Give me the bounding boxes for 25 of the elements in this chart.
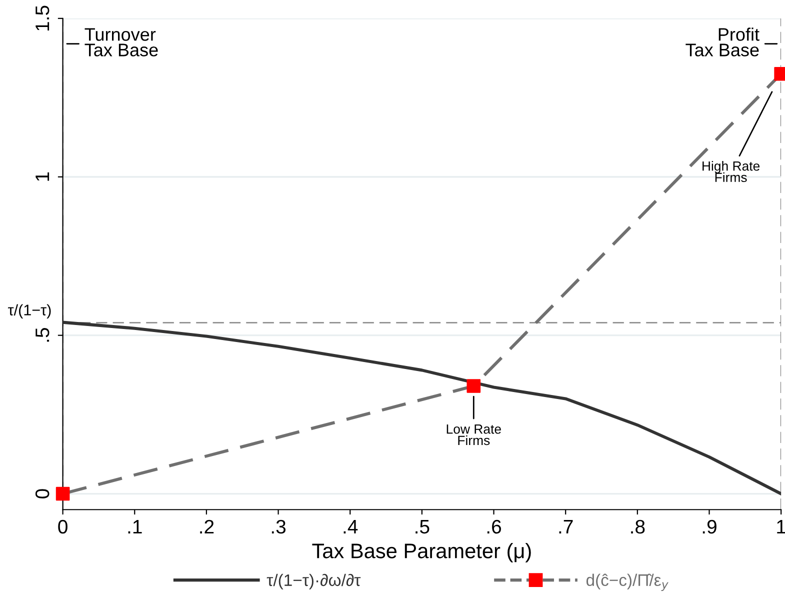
y-tick-label: 0: [35, 489, 50, 498]
x-axis-title: Tax Base Parameter (μ): [312, 543, 531, 562]
text: τ/(1−τ)·∂ω/∂τ: [266, 574, 361, 590]
x-tick-label: .4: [344, 520, 358, 534]
x-tick-label: .3: [272, 520, 286, 534]
line-series: [62, 320, 782, 496]
x-tick-label: .2: [200, 520, 214, 534]
annotation: High Rate Firms: [702, 161, 760, 182]
annotation: Low Rate Firms: [446, 424, 501, 446]
x-tick-label: .9: [702, 520, 716, 534]
y-tick-label: 1.5: [36, 6, 50, 30]
x-tick-label: .1: [128, 520, 142, 534]
x-tick-label: .7: [559, 520, 573, 534]
point: [56, 486, 70, 501]
ref-line-label: τ/(1−τ): [8, 304, 51, 318]
x-tick-label: .5: [416, 520, 430, 534]
annotation: Profit Tax Base: [686, 28, 760, 56]
y-tick-label: 1: [36, 172, 50, 181]
y-tick-label: .5: [36, 328, 50, 342]
text: d(ĉ−c)/Π̂/ε$_{y}$: [586, 574, 668, 592]
annotation: Turnover Tax Base: [84, 28, 158, 56]
x-tick-label: .6: [487, 520, 502, 534]
point: [466, 379, 481, 393]
x-tick-label: 0: [58, 520, 68, 534]
x-tick-label: .8: [631, 520, 645, 534]
